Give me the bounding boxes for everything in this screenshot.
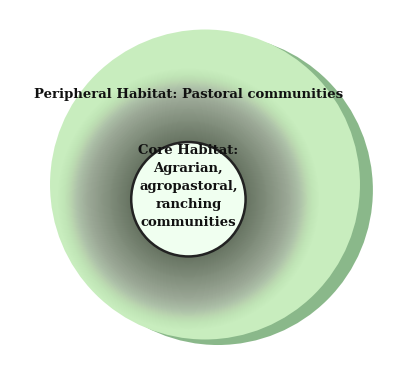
Circle shape: [121, 132, 255, 267]
Circle shape: [130, 141, 246, 258]
Circle shape: [85, 96, 291, 303]
Circle shape: [114, 125, 262, 273]
Circle shape: [72, 83, 303, 315]
Circle shape: [116, 127, 260, 272]
Circle shape: [88, 99, 288, 300]
Circle shape: [87, 98, 289, 301]
Circle shape: [75, 86, 301, 312]
Circle shape: [118, 129, 258, 270]
Circle shape: [95, 106, 281, 292]
Circle shape: [96, 107, 280, 292]
Circle shape: [107, 118, 269, 280]
Circle shape: [67, 79, 308, 320]
Circle shape: [76, 87, 300, 311]
Circle shape: [108, 120, 267, 279]
Circle shape: [106, 117, 270, 281]
Circle shape: [63, 35, 372, 345]
Circle shape: [126, 137, 250, 261]
Circle shape: [98, 109, 278, 290]
Circle shape: [110, 121, 266, 277]
Circle shape: [80, 91, 296, 307]
Circle shape: [124, 135, 252, 263]
Circle shape: [77, 88, 299, 310]
Circle shape: [121, 132, 254, 266]
Circle shape: [122, 134, 254, 265]
Circle shape: [113, 124, 263, 275]
Circle shape: [88, 100, 288, 299]
Circle shape: [100, 111, 276, 288]
Circle shape: [129, 140, 247, 258]
Circle shape: [125, 137, 251, 262]
Circle shape: [111, 122, 265, 276]
Circle shape: [103, 115, 272, 284]
Circle shape: [127, 138, 249, 260]
Text: Peripheral Habitat: Pastoral communities: Peripheral Habitat: Pastoral communities: [34, 87, 342, 101]
Circle shape: [72, 83, 304, 316]
Circle shape: [82, 93, 294, 306]
Circle shape: [85, 97, 290, 302]
Circle shape: [79, 90, 297, 308]
Text: Core Habitat:
Agrarian,
agropastoral,
ranching
communities: Core Habitat: Agrarian, agropastoral, ra…: [138, 144, 238, 229]
Circle shape: [103, 114, 273, 285]
Circle shape: [73, 85, 303, 314]
Circle shape: [119, 130, 257, 269]
Circle shape: [90, 101, 285, 297]
Circle shape: [83, 94, 293, 305]
Circle shape: [124, 134, 252, 264]
Circle shape: [91, 102, 285, 296]
Circle shape: [112, 123, 264, 275]
Circle shape: [90, 100, 286, 298]
Circle shape: [131, 142, 245, 256]
Circle shape: [50, 30, 359, 339]
Circle shape: [102, 113, 274, 286]
Circle shape: [94, 105, 282, 293]
Circle shape: [69, 80, 307, 319]
Circle shape: [99, 110, 277, 289]
Circle shape: [106, 117, 270, 282]
Circle shape: [93, 104, 283, 294]
Circle shape: [101, 112, 275, 287]
Circle shape: [84, 95, 292, 304]
Circle shape: [78, 89, 298, 309]
Circle shape: [70, 82, 306, 317]
Circle shape: [117, 128, 259, 270]
Circle shape: [97, 108, 279, 290]
Circle shape: [115, 126, 261, 273]
Circle shape: [109, 120, 267, 278]
Circle shape: [128, 139, 248, 259]
Circle shape: [104, 115, 272, 283]
Circle shape: [70, 80, 306, 318]
Circle shape: [81, 92, 295, 307]
Circle shape: [92, 103, 284, 295]
Circle shape: [74, 85, 301, 313]
Circle shape: [119, 131, 256, 268]
